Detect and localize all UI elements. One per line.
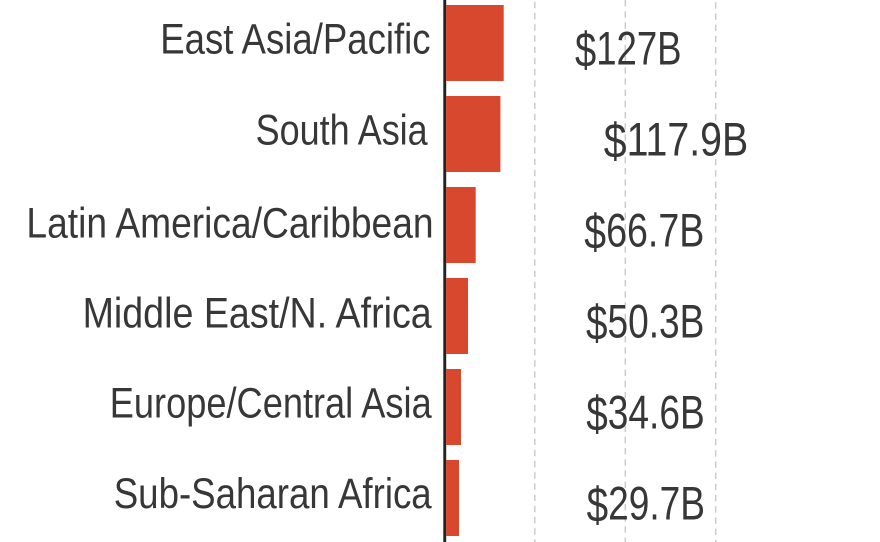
svg-text:Latin America/Caribbean: Latin America/Caribbean [26, 199, 433, 247]
svg-text:South Asia: South Asia [256, 107, 429, 155]
svg-text:East Asia/Pacific: East Asia/Pacific [160, 16, 430, 63]
svg-text:Sub-Saharan Africa: Sub-Saharan Africa [114, 471, 433, 518]
svg-text:$117.9B: $117.9B [604, 113, 748, 168]
svg-text:$34.6B: $34.6B [586, 386, 704, 441]
svg-text:$29.7B: $29.7B [587, 477, 705, 532]
svg-text:Middle East/N. Africa: Middle East/N. Africa [83, 288, 433, 337]
svg-text:$50.3B: $50.3B [586, 295, 704, 350]
svg-text:$127B: $127B [575, 22, 682, 77]
svg-text:$66.7B: $66.7B [584, 205, 704, 260]
svg-text:Europe/Central Asia: Europe/Central Asia [110, 380, 433, 428]
